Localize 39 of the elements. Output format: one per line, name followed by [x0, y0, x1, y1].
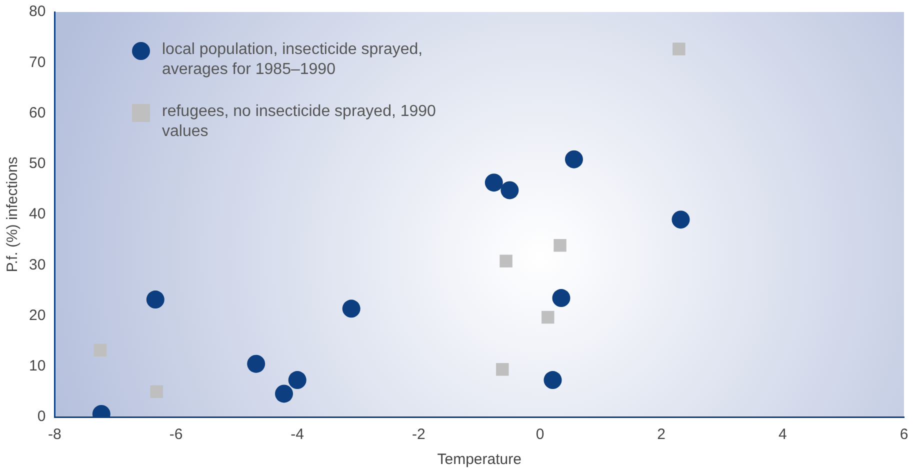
y-tick-label: 70 [28, 54, 46, 71]
point [552, 289, 570, 308]
point [275, 384, 293, 403]
point [672, 210, 690, 229]
y-tick-label: 20 [28, 306, 46, 324]
point [288, 371, 306, 390]
y-tick-label: 0 [37, 408, 46, 426]
y-axis-title: P.f. (%) infections [4, 156, 22, 272]
x-axis-title: Temperature [437, 451, 522, 468]
point [564, 150, 583, 168]
x-tick-label: -4 [290, 426, 304, 444]
point [150, 385, 163, 398]
point [94, 344, 107, 357]
y-tick-label: 50 [28, 155, 46, 172]
point [496, 363, 509, 376]
point [672, 42, 686, 56]
x-tick-label: -2 [412, 426, 426, 444]
point [542, 310, 554, 324]
point [247, 354, 266, 373]
y-tick-label: 80 [28, 3, 46, 20]
point [500, 254, 512, 268]
point [554, 239, 566, 252]
legend-label: refugees, no insecticide sprayed, 1990 values [162, 102, 437, 142]
y-tick-label: 60 [28, 104, 46, 122]
y-tick-label: 10 [28, 358, 46, 375]
x-tick-label: 6 [900, 426, 908, 444]
x-tick-label: 2 [657, 426, 666, 444]
x-tick-label: 4 [778, 426, 787, 444]
x-tick-label: -8 [48, 426, 62, 444]
point [342, 300, 360, 318]
y-tick-label: 40 [28, 206, 46, 223]
point [146, 290, 164, 309]
y-tick-label: 30 [28, 256, 46, 274]
legend-label: local population, insecticide sprayed, averages for 1985–1990 [162, 40, 424, 80]
point [500, 181, 519, 200]
x-tick-label: -6 [169, 426, 183, 444]
x-tick-label: 0 [536, 426, 544, 444]
point [544, 371, 562, 390]
point [484, 174, 503, 192]
